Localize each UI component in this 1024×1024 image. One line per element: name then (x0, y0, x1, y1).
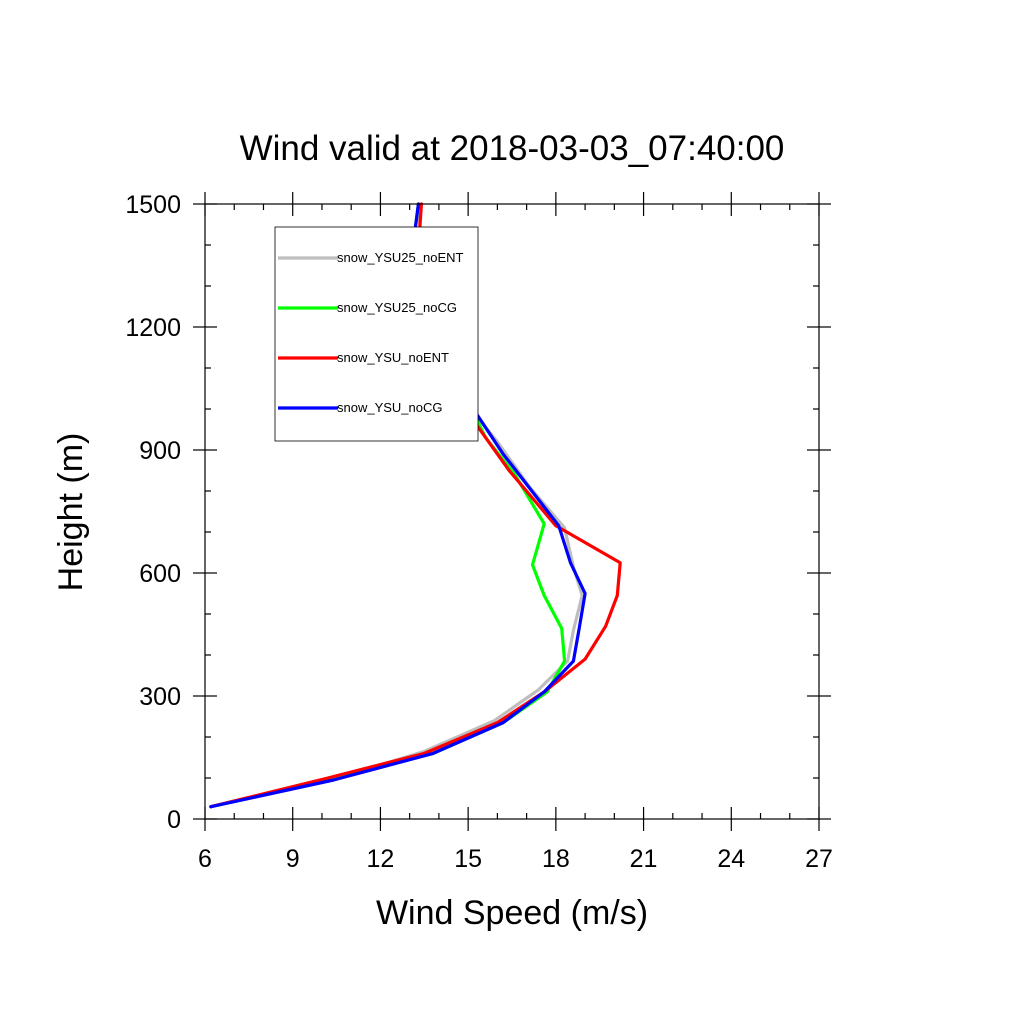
y-tick-label: 1500 (125, 191, 181, 219)
legend-label-3: snow_YSU_noENT (337, 350, 449, 365)
x-tick-label: 12 (367, 845, 395, 873)
x-tick-label: 15 (454, 845, 482, 873)
legend-label-2: snow_YSU25_noCG (337, 300, 457, 315)
x-tick-label: 9 (286, 845, 300, 873)
y-axis-label: Height (m) (52, 433, 90, 592)
plot-frame (204, 203, 820, 820)
chart-title: Wind valid at 2018-03-03_07:40:00 (240, 129, 785, 168)
legend-label-4: snow_YSU_noCG (337, 400, 443, 415)
legend-label-1: snow_YSU25_noENT (337, 250, 464, 265)
y-tick-label: 0 (167, 806, 181, 834)
x-tick-label: 21 (630, 845, 658, 873)
legend: snow_YSU25_noENT snow_YSU25_noCG snow_YSU_… (274, 226, 479, 442)
x-axis-label: Wind Speed (m/s) (376, 894, 648, 932)
y-tick-label: 600 (139, 560, 181, 588)
x-tick-label: 24 (717, 845, 745, 873)
y-tick-label: 900 (139, 437, 181, 465)
y-tick-label: 1200 (125, 314, 181, 342)
x-tick-label: 27 (805, 845, 833, 873)
x-tick-label: 6 (198, 845, 212, 873)
axis-tick-labels: 6 9 12 15 18 21 24 27 0 300 600 900 1200 1500 (125, 191, 833, 873)
x-tick-label: 18 (542, 845, 570, 873)
legend-box (274, 226, 479, 442)
y-tick-label: 300 (139, 683, 181, 711)
